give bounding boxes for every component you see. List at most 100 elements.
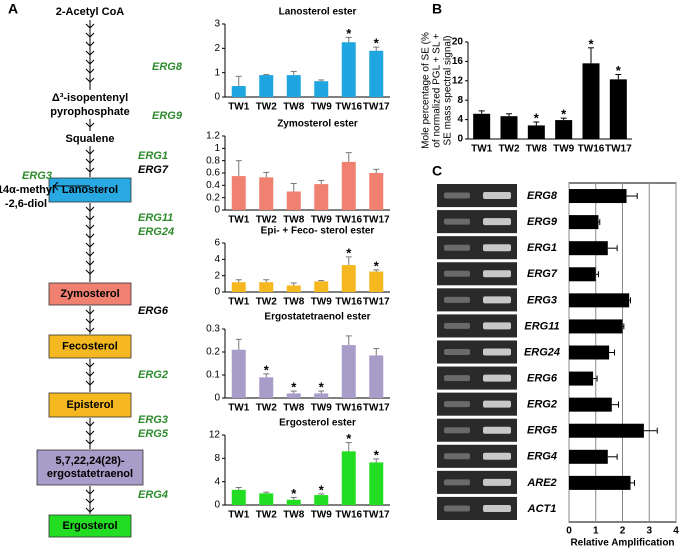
x-tick-label: TW1 xyxy=(228,403,250,414)
gel-band xyxy=(444,375,470,382)
x-tick-label: TW16 xyxy=(335,510,362,521)
pathway-node: pyrophosphate xyxy=(50,106,129,118)
y-tick-label: 0.8 xyxy=(206,155,220,166)
significance-label: * xyxy=(346,245,352,260)
pathway-box-label: Ergosterol xyxy=(62,520,117,532)
side-product: 14α-methyl xyxy=(0,184,55,196)
bar xyxy=(569,215,599,230)
gel-band xyxy=(483,452,511,460)
x-tick-label: TW1 xyxy=(471,144,493,155)
arrow-head xyxy=(85,269,95,275)
x-tick-label: TW9 xyxy=(311,102,333,113)
x-tick-label: TW9 xyxy=(311,297,333,308)
gel-row xyxy=(437,314,517,338)
x-tick-label: TW1 xyxy=(228,510,250,521)
arrow-head xyxy=(85,362,95,368)
y-tick-label: 8 xyxy=(457,95,463,106)
y-tick-label: 12 xyxy=(209,430,221,441)
enzyme-label: ERG3 xyxy=(138,414,168,426)
chart-title: Epi- + Feco- sterol ester xyxy=(261,226,375,237)
x-tick-label: TW16 xyxy=(335,215,362,226)
y-tick-label: 4 xyxy=(214,476,220,487)
arrow-head xyxy=(85,77,95,83)
gel-row xyxy=(437,288,517,312)
y-tick-label: 16 xyxy=(452,56,464,67)
gel-band xyxy=(444,218,470,225)
arrow-head xyxy=(85,318,95,324)
bar xyxy=(259,282,274,292)
y-tick-label: ERG5 xyxy=(527,425,558,437)
x-tick-label: TW17 xyxy=(363,403,390,414)
y-tick-label: 2 xyxy=(214,270,220,281)
bar xyxy=(369,355,384,398)
y-tick-label: 0.3 xyxy=(206,324,220,335)
x-tick-label: TW2 xyxy=(256,102,278,113)
bar xyxy=(231,86,246,97)
y-axis-label: Mole percentage of SE (% xyxy=(421,32,432,149)
arrow-head xyxy=(85,215,95,221)
arrow-head xyxy=(85,380,95,386)
x-tick-label: TW16 xyxy=(335,297,362,308)
bar xyxy=(314,81,329,97)
bar xyxy=(369,50,384,97)
x-tick-label: TW1 xyxy=(228,215,250,226)
bar xyxy=(286,285,301,292)
x-tick-label: TW2 xyxy=(256,297,278,308)
gel-band xyxy=(444,453,470,460)
y-tick-label: ERG1 xyxy=(527,242,557,254)
chart-title: Zymosterol ester xyxy=(277,119,358,130)
gel-band xyxy=(483,192,511,200)
enzyme-label: ERG9 xyxy=(152,110,183,122)
enzyme-label: ERG8 xyxy=(152,61,183,73)
bar xyxy=(569,293,630,308)
y-tick-label: 0 xyxy=(214,500,220,511)
bar xyxy=(582,63,600,140)
y-tick-label: ERG8 xyxy=(527,190,558,202)
gel-row xyxy=(437,210,517,234)
bar xyxy=(341,451,356,505)
y-tick-label: 0.2 xyxy=(206,192,220,203)
significance-label: * xyxy=(534,110,540,125)
bar xyxy=(286,393,301,398)
y-tick-label: 0.6 xyxy=(206,168,220,179)
gel-row xyxy=(437,366,517,390)
arrow-head xyxy=(85,158,95,164)
gel-row xyxy=(437,184,517,208)
bar xyxy=(500,116,518,139)
gel-row xyxy=(437,262,517,286)
gel-band xyxy=(483,244,511,252)
y-tick-label: ARE2 xyxy=(526,477,556,489)
gel-band xyxy=(483,426,511,434)
gel-row xyxy=(437,236,517,260)
arrow-head xyxy=(85,32,95,38)
x-tick-label: TW9 xyxy=(553,144,575,155)
y-tick-label: 0.4 xyxy=(206,180,220,191)
arrow-head xyxy=(85,309,95,315)
gel-row xyxy=(437,392,517,416)
arrow-head xyxy=(85,122,95,128)
pathway-box-label: ergostatetraenol xyxy=(47,468,133,480)
bar xyxy=(569,189,627,204)
panel-label: A xyxy=(8,1,18,17)
bar xyxy=(231,349,246,398)
significance-label: * xyxy=(264,362,270,377)
bar xyxy=(555,120,573,139)
bar xyxy=(259,493,274,505)
bar xyxy=(369,462,384,505)
enzyme-label: ERG11 xyxy=(138,212,173,224)
bar xyxy=(286,499,301,505)
arrow-head xyxy=(85,260,95,266)
y-tick-label: ERG24 xyxy=(524,346,560,358)
arrow-head xyxy=(85,498,95,504)
panel-label: B xyxy=(432,1,442,17)
side-arrow-head xyxy=(53,181,59,191)
significance-label: * xyxy=(291,380,297,395)
chart-title: Ergostatetraenol ester xyxy=(264,312,370,323)
pathway-box xyxy=(48,282,132,306)
bar xyxy=(473,113,491,139)
arrow-head xyxy=(85,507,95,513)
bar xyxy=(314,393,329,398)
significance-label: * xyxy=(346,431,352,446)
y-tick-label: 0.2 xyxy=(206,347,220,358)
y-tick-label: ERG6 xyxy=(527,372,558,384)
